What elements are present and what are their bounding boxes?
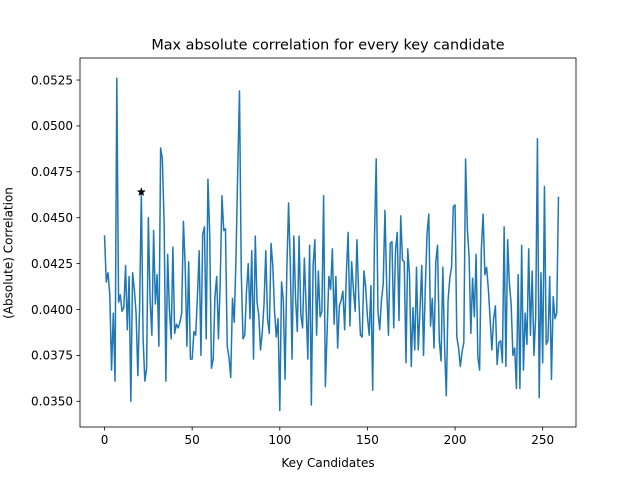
- y-tick-label: 0.0450: [31, 211, 73, 225]
- x-tick-label: 100: [268, 433, 291, 447]
- x-tick-label: 0: [101, 433, 109, 447]
- y-tick-label: 0.0400: [31, 303, 73, 317]
- y-tick-label: 0.0350: [31, 395, 73, 409]
- y-axis-label: (Absolute) Correlation: [2, 187, 16, 319]
- plot-area: [103, 77, 560, 412]
- best-key-star-marker: [136, 187, 147, 197]
- axes: 0 50 100 150 200 250 0.0350 0.0375 0.0400 0.0425 0…: [31, 57, 577, 447]
- y-tick-label: 0.0475: [31, 165, 73, 179]
- x-tick-label: 150: [356, 433, 379, 447]
- axes-frame: [79, 57, 577, 428]
- series-line-0: [103, 77, 560, 412]
- x-axis-label: Key Candidates: [281, 456, 374, 470]
- x-tick-label: 200: [444, 433, 467, 447]
- y-tick-label: 0.0425: [31, 257, 73, 271]
- x-tick-label: 50: [185, 433, 200, 447]
- x-tick-label: 250: [531, 433, 554, 447]
- y-tick-label: 0.0500: [31, 119, 73, 133]
- y-tick-label: 0.0525: [31, 73, 73, 87]
- chart-title: Max absolute correlation for every key c…: [151, 38, 504, 54]
- y-tick-label: 0.0375: [31, 349, 73, 363]
